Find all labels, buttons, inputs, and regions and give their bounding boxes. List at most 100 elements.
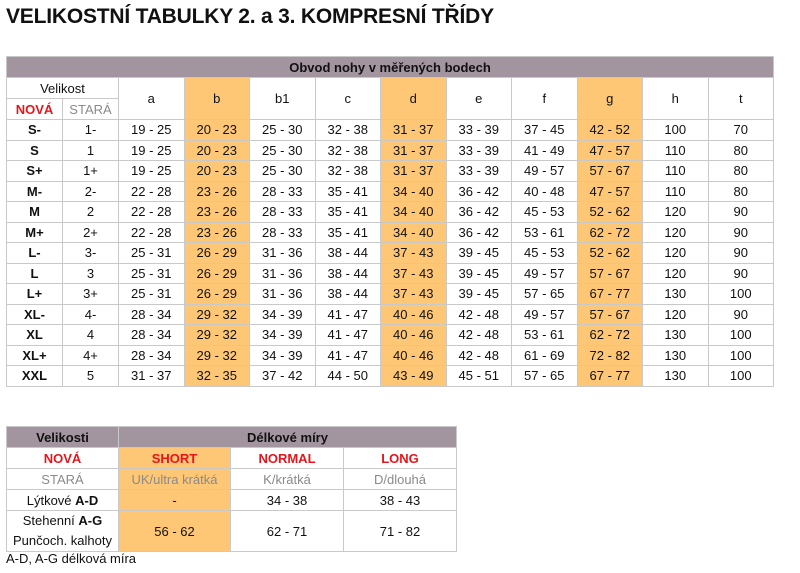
column-header-b1: b1 xyxy=(249,77,316,120)
page-title: VELIKOSTNÍ TABULKY 2. a 3. KOMPRESNÍ TŘÍ… xyxy=(6,5,494,28)
old-size: 1- xyxy=(62,119,119,141)
cell-d: 40 - 46 xyxy=(380,303,447,325)
cell-d: 31 - 37 xyxy=(380,139,447,161)
old-size-long: D/dlouhá xyxy=(343,468,457,490)
cell-b: 29 - 32 xyxy=(183,303,250,325)
cell-g: 47 - 57 xyxy=(576,139,643,161)
cell-t: 90 xyxy=(707,242,775,264)
cell-h: 120 xyxy=(642,262,709,284)
calf-short: - xyxy=(118,489,231,511)
cell-t: 80 xyxy=(707,139,775,161)
cell-b1: 34 - 39 xyxy=(249,344,316,366)
cell-d: 34 - 40 xyxy=(380,201,447,223)
cell-a: 25 - 31 xyxy=(118,262,185,284)
cell-g: 67 - 77 xyxy=(576,283,643,305)
cell-b1: 31 - 36 xyxy=(249,262,316,284)
new-label: NOVÁ xyxy=(6,447,119,469)
circumference-table: Obvod nohy v měřených bodech Velikost a b b… xyxy=(5,56,775,387)
column-header-b: b xyxy=(183,77,250,120)
cell-f: 41 - 49 xyxy=(511,139,578,161)
cell-t: 90 xyxy=(707,201,775,223)
thigh-label-bold: A-G xyxy=(78,513,103,528)
table-row: S 1 19 - 25 20 - 23 25 - 30 32 - 38 31 - 37 33 … xyxy=(6,139,775,161)
cell-b: 20 - 23 xyxy=(183,119,250,141)
size-normal: NORMAL xyxy=(230,447,344,469)
cell-a: 25 - 31 xyxy=(118,283,185,305)
cell-a: 22 - 28 xyxy=(118,201,185,223)
cell-d: 37 - 43 xyxy=(380,283,447,305)
new-size: L- xyxy=(6,242,63,264)
cell-h: 100 xyxy=(642,119,709,141)
new-size-header: NOVÁ xyxy=(6,98,63,120)
cell-d: 37 - 43 xyxy=(380,262,447,284)
cell-b1: 28 - 33 xyxy=(249,180,316,202)
calf-label-bold: A-D xyxy=(75,492,99,508)
cell-b1: 31 - 36 xyxy=(249,242,316,264)
cell-b: 32 - 35 xyxy=(183,365,250,387)
cell-c: 38 - 44 xyxy=(314,283,381,305)
cell-b1: 25 - 30 xyxy=(249,139,316,161)
size-short: SHORT xyxy=(118,447,231,469)
cell-b1: 37 - 42 xyxy=(249,365,316,387)
cell-h: 120 xyxy=(642,303,709,325)
cell-t: 100 xyxy=(707,283,775,305)
cell-f: 45 - 53 xyxy=(511,201,578,223)
old-size: 3+ xyxy=(62,283,119,305)
calf-label: Lýtkové A-D xyxy=(6,489,119,511)
cell-b1: 25 - 30 xyxy=(249,160,316,182)
cell-c: 41 - 47 xyxy=(314,324,381,346)
new-size: L+ xyxy=(6,283,63,305)
cell-e: 42 - 48 xyxy=(445,303,512,325)
table-row: L- 3- 25 - 31 26 - 29 31 - 36 38 - 44 37 - 43 3… xyxy=(6,242,775,264)
cell-g: 57 - 67 xyxy=(576,160,643,182)
table-row: S+ 1+ 19 - 25 20 - 23 25 - 30 32 - 38 31 - 37 3… xyxy=(6,160,775,182)
cell-h: 130 xyxy=(642,365,709,387)
table-row: XL- 4- 28 - 34 29 - 32 34 - 39 41 - 47 40 - 46… xyxy=(6,303,775,325)
column-header-g: g xyxy=(576,77,643,120)
old-size: 2- xyxy=(62,180,119,202)
cell-b: 29 - 32 xyxy=(183,344,250,366)
length-caption: Délkové míry xyxy=(118,426,457,448)
footnote: A-D, A-G délková míra xyxy=(6,551,137,566)
cell-f: 61 - 69 xyxy=(511,344,578,366)
cell-c: 32 - 38 xyxy=(314,119,381,141)
calf-label-text: Lýtkové xyxy=(26,492,76,508)
cell-b: 23 - 26 xyxy=(183,201,250,223)
table-row: L 3 25 - 31 26 - 29 31 - 36 38 - 44 37 - 43 39 … xyxy=(6,262,775,284)
cell-c: 41 - 47 xyxy=(314,303,381,325)
cell-h: 130 xyxy=(642,344,709,366)
cell-b: 20 - 23 xyxy=(183,139,250,161)
cell-b: 20 - 23 xyxy=(183,160,250,182)
cell-f: 40 - 48 xyxy=(511,180,578,202)
cell-b: 26 - 29 xyxy=(183,242,250,264)
cell-c: 35 - 41 xyxy=(314,221,381,243)
cell-g: 62 - 72 xyxy=(576,221,643,243)
cell-t: 80 xyxy=(707,180,775,202)
cell-a: 28 - 34 xyxy=(118,344,185,366)
new-size: M+ xyxy=(6,221,63,243)
cell-e: 39 - 45 xyxy=(445,283,512,305)
column-header-e: e xyxy=(445,77,512,120)
cell-e: 33 - 39 xyxy=(445,160,512,182)
new-size: XL- xyxy=(6,303,63,325)
old-size: 1+ xyxy=(62,160,119,182)
cell-a: 19 - 25 xyxy=(118,119,185,141)
cell-d: 34 - 40 xyxy=(380,180,447,202)
cell-a: 19 - 25 xyxy=(118,160,185,182)
cell-b1: 34 - 39 xyxy=(249,324,316,346)
size-header: Velikost xyxy=(6,77,119,99)
cell-d: 31 - 37 xyxy=(380,160,447,182)
cell-b1: 25 - 30 xyxy=(249,119,316,141)
table-row: XL+ 4+ 28 - 34 29 - 32 34 - 39 41 - 47 40 - 46… xyxy=(6,344,775,366)
new-size: M xyxy=(6,201,63,223)
cell-c: 35 - 41 xyxy=(314,180,381,202)
cell-e: 33 - 39 xyxy=(445,119,512,141)
cell-d: 40 - 46 xyxy=(380,344,447,366)
cell-h: 130 xyxy=(642,324,709,346)
cell-c: 35 - 41 xyxy=(314,201,381,223)
cell-t: 90 xyxy=(707,303,775,325)
new-size: M- xyxy=(6,180,63,202)
cell-h: 120 xyxy=(642,242,709,264)
cell-d: 43 - 49 xyxy=(380,365,447,387)
old-size: 2 xyxy=(62,201,119,223)
